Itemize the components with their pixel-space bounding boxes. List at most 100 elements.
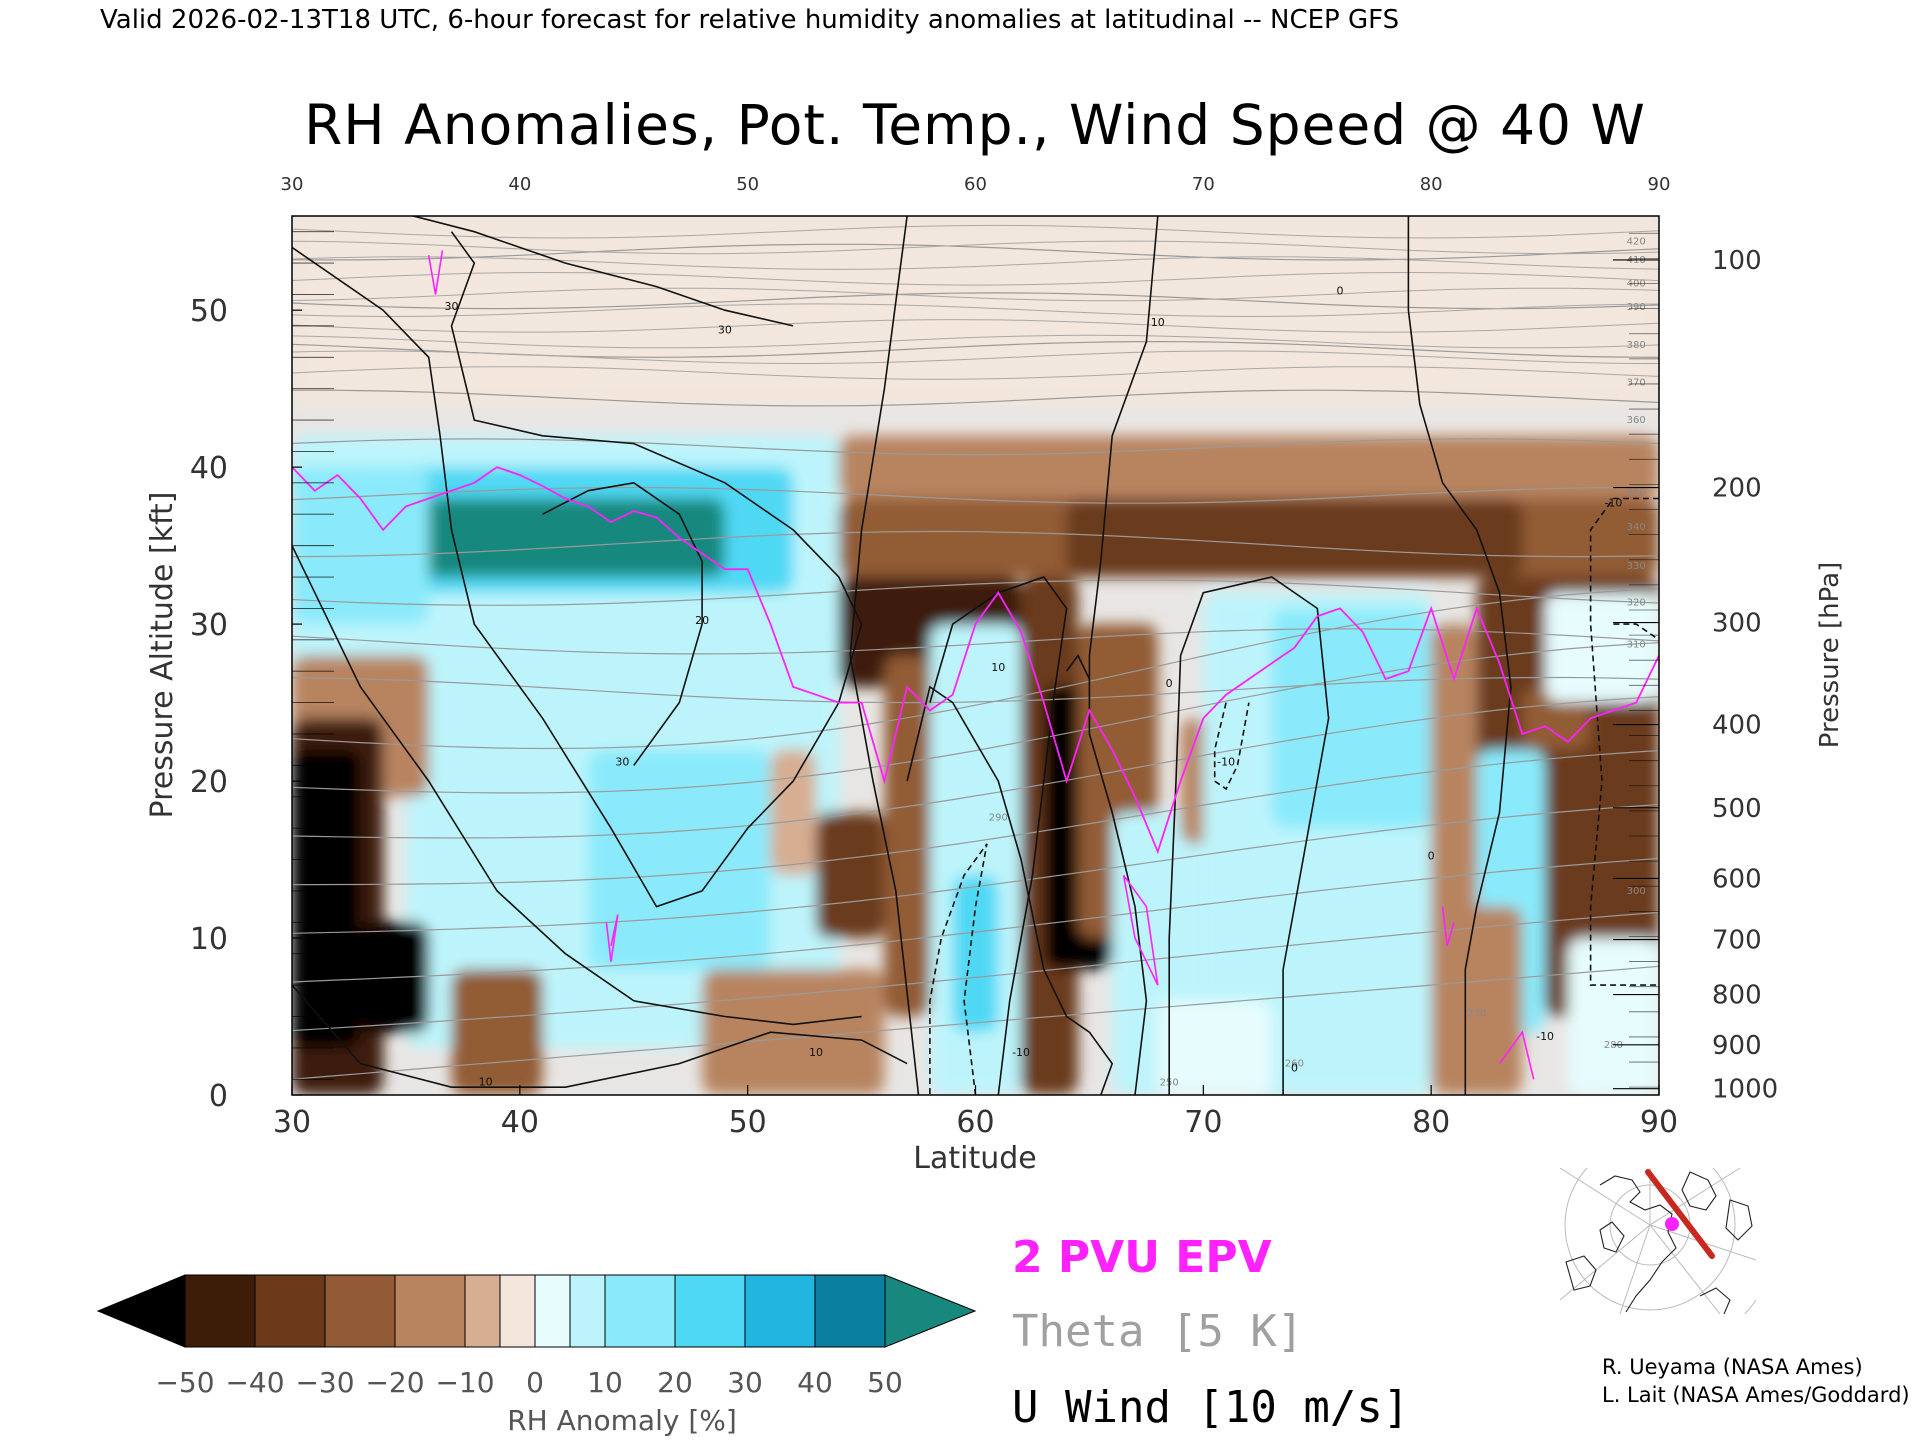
colorbar-swatch xyxy=(464,1274,501,1348)
valid-time-header: Valid 2026-02-13T18 UTC, 6-hour forecast… xyxy=(100,5,1399,35)
y-axis-label: Pressure Altitude [kft] xyxy=(145,492,180,819)
pressure-tick-label: 900 xyxy=(1712,1031,1762,1061)
rh-anomaly-cell xyxy=(451,969,543,1095)
colorbar-tick-label: 50 xyxy=(867,1366,903,1399)
pvu-epv-feature xyxy=(1498,1030,1535,1080)
colorbar-swatch xyxy=(324,1274,396,1348)
u-wind-contour-label: 10 xyxy=(479,1076,493,1089)
colorbar-swatch xyxy=(814,1274,886,1348)
u-wind-contour-label: 0 xyxy=(1428,850,1435,863)
colorbar-swatch xyxy=(744,1274,816,1348)
theta-contour-label: 310 xyxy=(1627,640,1646,651)
pvu-epv-line xyxy=(292,466,1659,855)
theta-contour xyxy=(292,240,1659,255)
u-wind-contour-label: 0 xyxy=(1166,677,1173,690)
colorbar: −50 −40 −30 −20 −10 0 10 20 30 40 50 xyxy=(96,1274,977,1399)
colorbar-tick-label: 0 xyxy=(526,1366,544,1399)
theta-contour xyxy=(292,366,1659,380)
x-tick-label: 30 xyxy=(273,1105,311,1140)
x-tick-label: 80 xyxy=(1412,1105,1450,1140)
theta-contour xyxy=(292,224,1659,239)
u-wind-contour xyxy=(906,685,1114,1095)
theta-contour xyxy=(292,350,1659,364)
pvu-epv-contour xyxy=(292,250,1659,1080)
rh-anomaly-cell xyxy=(1157,1000,1272,1095)
cross-section-track xyxy=(1645,1169,1715,1259)
rh-anomaly-cell xyxy=(1545,592,1659,703)
rh-anomaly-cell xyxy=(952,875,999,1033)
colorbar-swatch xyxy=(604,1274,676,1348)
u-wind-contour xyxy=(1088,216,1159,1095)
colorbar-tick-label: 20 xyxy=(657,1366,693,1399)
colorbar-tick-label: −30 xyxy=(295,1366,354,1399)
pressure-tick-label: 100 xyxy=(1712,246,1762,276)
theta-contour xyxy=(292,303,1659,318)
u-wind-contour-negative xyxy=(1213,702,1250,791)
colorbar-swatch xyxy=(674,1274,746,1348)
rh-anomaly-cell xyxy=(1271,608,1432,829)
u-wind-contour xyxy=(292,216,794,327)
u-wind-contours: 30 30 30 20 10 10 10 10 0 0 0 0 -10 -10 -10 -10 xyxy=(292,216,1659,1095)
x-axis-top: 30 40 50 60 70 80 90 xyxy=(281,174,1671,195)
y-tick-label: 10 xyxy=(190,922,228,957)
x-tick-label: 40 xyxy=(501,1105,539,1140)
x-axis-bottom: 30 40 50 60 70 80 90 xyxy=(273,1085,1678,1140)
u-wind-contour-label: 30 xyxy=(444,300,458,313)
theta-contour xyxy=(292,243,1659,261)
pressure-tick-label: 800 xyxy=(1712,981,1762,1011)
u-wind-contour-negative xyxy=(1589,497,1659,986)
x-top-tick-label: 70 xyxy=(1192,174,1215,195)
u-wind-contour-label: 30 xyxy=(718,324,732,337)
u-wind-contour xyxy=(292,231,863,908)
u-wind-contour-label: 20 xyxy=(695,614,709,627)
colorbar-tick-label: −10 xyxy=(435,1366,494,1399)
x-axis-label: Latitude xyxy=(913,1141,1036,1176)
rh-anomaly-cell xyxy=(816,812,885,939)
pressure-tick-label: 600 xyxy=(1712,864,1762,894)
theta-contour-label: 420 xyxy=(1627,236,1646,247)
colorbar-swatch xyxy=(184,1274,256,1348)
colorbar-tick-label: −40 xyxy=(225,1366,284,1399)
theta-contour-label: 260 xyxy=(1285,1059,1304,1070)
colorbar-tick-label: 40 xyxy=(797,1366,833,1399)
theta-contour xyxy=(292,750,1659,886)
theta-contour-label: 300 xyxy=(1627,886,1646,897)
theta-contour-label: 340 xyxy=(1627,522,1646,533)
colorbar-tick-label: 30 xyxy=(727,1366,763,1399)
rh-anomaly-cell xyxy=(1066,498,1523,578)
x-tick-label: 90 xyxy=(1640,1105,1678,1140)
x-top-tick-label: 30 xyxy=(281,174,304,195)
legend-item-u-wind: U Wind [10 m/s] xyxy=(1012,1382,1409,1433)
x-top-tick-label: 60 xyxy=(964,174,987,195)
theta-contour-label: 400 xyxy=(1627,279,1646,290)
colorbar-tick-label: −20 xyxy=(365,1366,424,1399)
legend: 2 PVU EPV Theta [5 K] U Wind [10 m/s] xyxy=(1012,1232,1409,1433)
theta-contour-label: 390 xyxy=(1627,302,1646,313)
pressure-tick-label: 500 xyxy=(1712,794,1762,824)
theta-contour xyxy=(292,696,1659,839)
u-wind-contour xyxy=(849,216,920,1095)
u-wind-contour-label: -10 xyxy=(1604,496,1622,509)
u-wind-contour xyxy=(929,576,1068,1095)
colorbar-max-extension xyxy=(884,1274,977,1348)
pressure-tick-label: 300 xyxy=(1712,609,1762,639)
rh-anomaly-cell xyxy=(884,655,930,1017)
pressure-tick-label: 200 xyxy=(1712,474,1762,504)
theta-contour xyxy=(292,857,1659,983)
theta-contour-label: 410 xyxy=(1627,255,1646,266)
x-tick-label: 70 xyxy=(1184,1105,1222,1140)
u-wind-contour xyxy=(292,984,908,1088)
pressure-axis-right: 100 200 300 400 500 600 700 800 900 1000 xyxy=(1613,232,1778,1105)
u-wind-contour-label: -10 xyxy=(1217,755,1235,768)
u-wind-contour-label: -10 xyxy=(1012,1046,1030,1059)
credit-line-1: R. Ueyama (NASA Ames) xyxy=(1602,1355,1863,1379)
credit-line-2: L. Lait (NASA Ames/Goddard) xyxy=(1602,1383,1910,1407)
x-tick-label: 50 xyxy=(729,1105,767,1140)
pvu-epv-feature xyxy=(1441,906,1455,947)
rh-anomaly-cell xyxy=(1431,906,1523,1095)
theta-contour-label: 370 xyxy=(1627,378,1646,389)
u-wind-contour xyxy=(1407,216,1512,1095)
colorbar-swatch xyxy=(569,1274,606,1348)
theta-contour xyxy=(292,287,1659,302)
